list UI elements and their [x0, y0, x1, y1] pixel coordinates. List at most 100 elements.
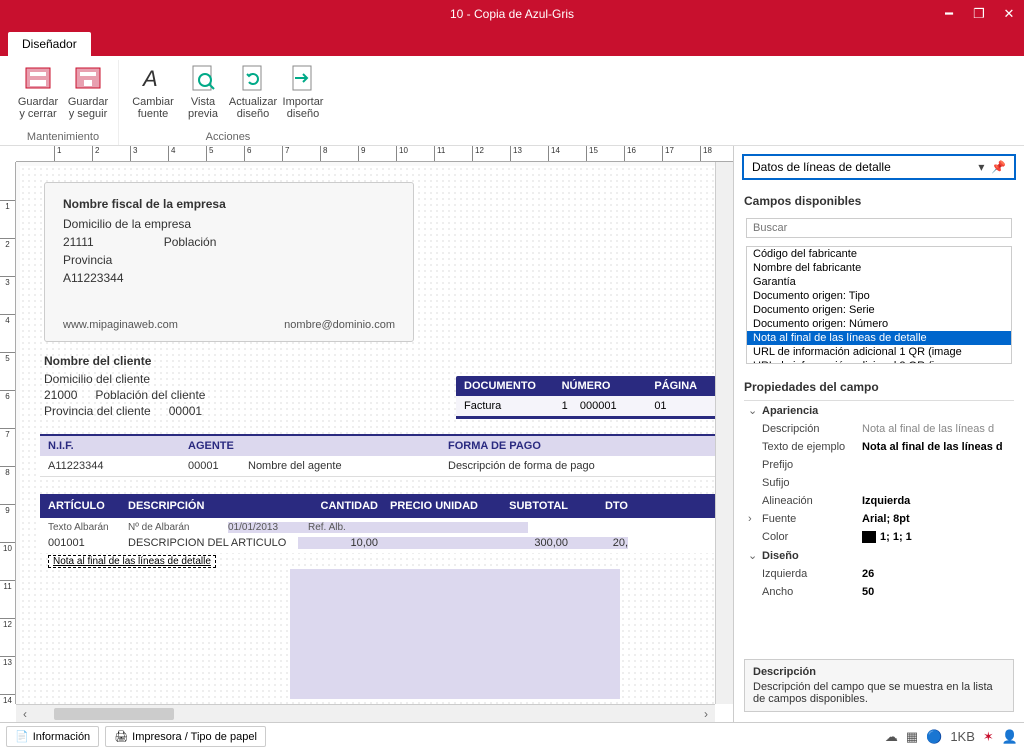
company-info-block[interactable]: Nombre fiscal de la empresa Domicilio de… [44, 182, 414, 342]
minimize-button[interactable]: ━ [934, 0, 964, 28]
nif-agent-table[interactable]: N.I.F.AGENTEFORMA DE PAGO A1122334400001… [40, 434, 715, 477]
field-list-item[interactable]: Documento origen: Número [747, 317, 1011, 331]
status-icon[interactable]: 1KB [950, 729, 975, 745]
field-list-item[interactable]: Documento origen: Tipo [747, 289, 1011, 303]
status-bar: 📄Información 🖨Impresora / Tipo de papel … [0, 722, 1024, 750]
font-icon: A [137, 62, 169, 94]
articles-table[interactable]: ARTÍCULODESCRIPCIÓNCANTIDADPRECIO UNIDAD… [40, 494, 715, 699]
color-swatch [862, 531, 876, 543]
info-icon: 📄 [15, 730, 29, 743]
articles-main-row: 001001DESCRIPCION DEL ARTICULO10,00300,0… [40, 537, 715, 553]
company-web: www.mipaginaweb.com [63, 319, 178, 331]
description-title: Descripción [753, 666, 1005, 678]
change-font-button[interactable]: A Cambiar fuente [129, 60, 177, 129]
scroll-right-arrow[interactable]: › [697, 707, 715, 721]
company-province: Provincia [63, 253, 395, 267]
scroll-left-arrow[interactable]: ‹ [16, 707, 34, 721]
save-close-button[interactable]: Guardar y cerrar [14, 60, 62, 129]
svg-text:A: A [141, 66, 158, 91]
prop-sufijo[interactable]: Sufijo [744, 474, 1014, 492]
client-postal-city: 21000Población del cliente [44, 388, 205, 402]
company-footer: www.mipaginaweb.com nombre@dominio.com [63, 319, 395, 331]
description-text: Descripción del campo que se muestra en … [753, 681, 1005, 705]
title-bar: 10 - Copia de Azul-Gris ━ ❐ ✕ [0, 0, 1024, 28]
field-list-item[interactable]: Garantía [747, 275, 1011, 289]
window-controls: ━ ❐ ✕ [934, 0, 1024, 28]
data-source-selector[interactable]: Datos de líneas de detalle ▾ 📌 [742, 154, 1016, 180]
preview-icon [187, 62, 219, 94]
status-icon-tray: ☁ ▦ 🔵 1KB ✶ 👤 [885, 729, 1018, 745]
save-close-icon [22, 62, 54, 94]
import-design-button[interactable]: Importar diseño [279, 60, 327, 129]
field-list-item[interactable]: Nota al final de las líneas de detalle [747, 331, 1011, 345]
design-canvas-pane: 123456789101112131415161718 123456789101… [0, 146, 734, 722]
field-properties-title: Propiedades del campo [734, 374, 1024, 400]
company-postal-city: 21111Población [63, 235, 395, 249]
field-list[interactable]: Código del fabricanteNombre del fabrican… [746, 246, 1012, 364]
available-fields-title: Campos disponibles [734, 188, 1024, 214]
refresh-icon [237, 62, 269, 94]
ribbon-group-label: Mantenimiento [27, 129, 99, 145]
prop-izquierda[interactable]: Izquierda26 [744, 565, 1014, 583]
horizontal-scrollbar[interactable]: ‹ › [16, 704, 715, 722]
prop-category-apariencia[interactable]: ⌄Apariencia [744, 401, 1014, 420]
description-box: Descripción Descripción del campo que se… [744, 659, 1014, 712]
field-list-item[interactable]: Nombre del fabricante [747, 261, 1011, 275]
field-list-item[interactable]: Código del fabricante [747, 247, 1011, 261]
status-icon[interactable]: ✶ [983, 729, 994, 745]
prop-fuente[interactable]: ›FuenteArial; 8pt [744, 510, 1014, 528]
expand-icon[interactable]: › [748, 513, 762, 525]
status-icon[interactable]: ▦ [906, 729, 918, 745]
printer-button[interactable]: 🖨Impresora / Tipo de papel [105, 726, 266, 747]
close-button[interactable]: ✕ [994, 0, 1024, 28]
info-button[interactable]: 📄Información [6, 726, 99, 747]
prop-alineacion[interactable]: AlineaciónIzquierda [744, 492, 1014, 510]
status-icon[interactable]: 👤 [1002, 729, 1018, 745]
doc-meta-header: DOCUMENTONÚMEROPÁGINA [456, 376, 715, 396]
save-icon [72, 62, 104, 94]
field-list-item[interactable]: URL de información adicional 2 QR (image [747, 359, 1011, 364]
expand-icon[interactable]: ⌄ [748, 404, 762, 417]
company-address: Domicilio de la empresa [63, 217, 395, 231]
prop-category-diseno[interactable]: ⌄Diseño [744, 546, 1014, 565]
properties-panel: Datos de líneas de detalle ▾ 📌 Campos di… [734, 146, 1024, 722]
ribbon-group-label: Acciones [206, 129, 251, 145]
scroll-thumb[interactable] [54, 708, 174, 720]
preview-button[interactable]: Vista previa [179, 60, 227, 129]
articles-note-field[interactable]: Nota al final de las líneas de detalle [40, 553, 715, 569]
import-icon [287, 62, 319, 94]
tab-designer[interactable]: Diseñador [8, 32, 91, 56]
window-title: 10 - Copia de Azul-Gris [450, 7, 574, 21]
articles-header: ARTÍCULODESCRIPCIÓNCANTIDADPRECIO UNIDAD… [40, 494, 715, 518]
prop-color[interactable]: Color1; 1; 1 [744, 528, 1014, 546]
field-list-item[interactable]: URL de información adicional 1 QR (image [747, 345, 1011, 359]
prop-prefijo[interactable]: Prefijo [744, 456, 1014, 474]
prop-ancho[interactable]: Ancho50 [744, 583, 1014, 601]
save-continue-button[interactable]: Guardar y seguir [64, 60, 112, 129]
client-name: Nombre del cliente [44, 354, 205, 368]
prop-texto-ejemplo[interactable]: Texto de ejemploNota al final de las lín… [744, 438, 1014, 456]
vertical-scrollbar[interactable] [715, 162, 733, 704]
ribbon: Guardar y cerrar Guardar y seguir Manten… [0, 56, 1024, 146]
canvas-viewport[interactable]: Nombre fiscal de la empresa Domicilio de… [16, 162, 715, 704]
maximize-button[interactable]: ❐ [964, 0, 994, 28]
nif-header: N.I.F.AGENTEFORMA DE PAGO [40, 434, 715, 456]
ribbon-group-actions: A Cambiar fuente Vista previa Actualizar… [123, 60, 333, 145]
prop-descripcion[interactable]: DescripciónNota al final de las líneas d [744, 420, 1014, 438]
status-icon[interactable]: ☁ [885, 729, 898, 745]
expand-icon[interactable]: ⌄ [748, 549, 762, 562]
document-meta[interactable]: DOCUMENTONÚMEROPÁGINA Factura1 00000101 [456, 376, 715, 419]
status-icon[interactable]: 🔵 [926, 729, 942, 745]
printer-icon: 🖨 [114, 730, 128, 743]
properties-grid: ⌄Apariencia DescripciónNota al final de … [744, 400, 1014, 601]
vertical-ruler: 1234567891011121314 [0, 162, 16, 704]
horizontal-ruler: 123456789101112131415161718 [16, 146, 733, 162]
report-canvas[interactable]: Nombre fiscal de la empresa Domicilio de… [20, 166, 715, 704]
field-list-item[interactable]: Documento origen: Serie [747, 303, 1011, 317]
dropdown-icon: ▾ 📌 [978, 160, 1006, 174]
articles-empty-rows [40, 569, 715, 699]
client-info-block[interactable]: Nombre del cliente Domicilio del cliente… [44, 354, 205, 420]
refresh-design-button[interactable]: Actualizar diseño [229, 60, 277, 129]
search-input[interactable] [746, 218, 1012, 238]
nif-values: A1122334400001Nombre del agenteDescripci… [40, 456, 715, 477]
